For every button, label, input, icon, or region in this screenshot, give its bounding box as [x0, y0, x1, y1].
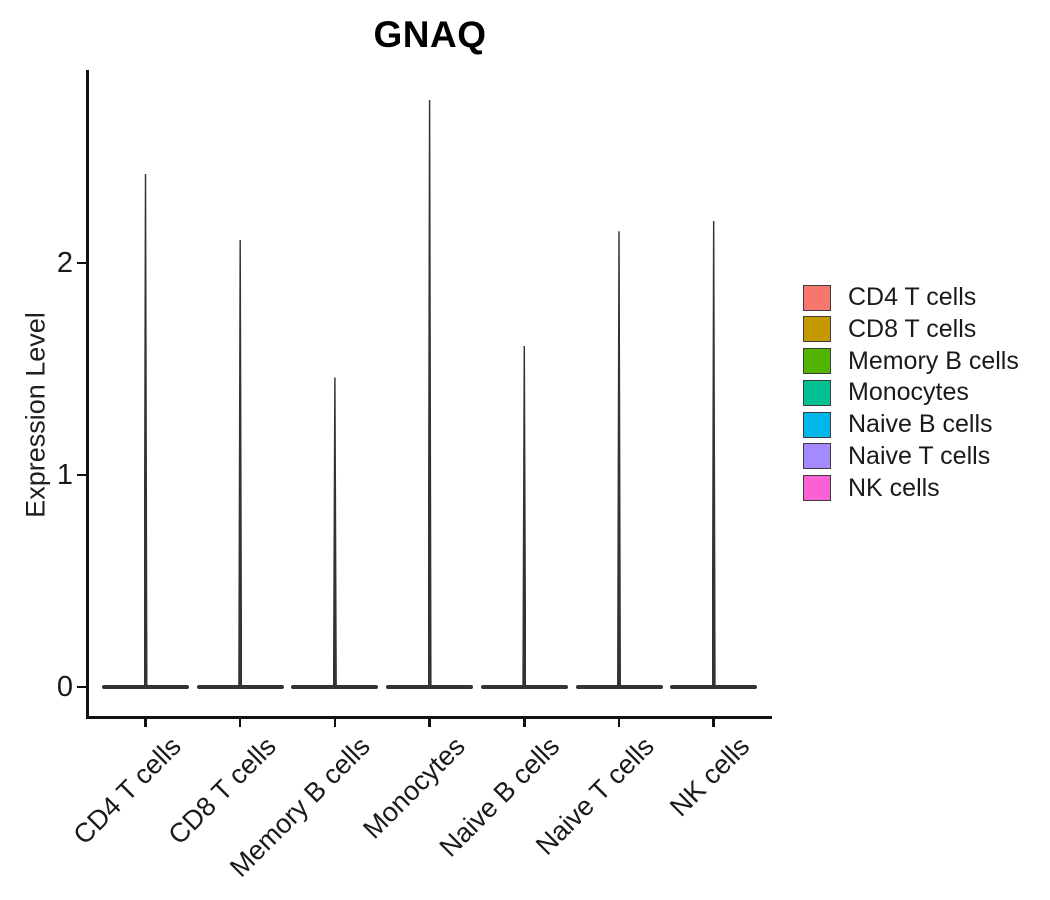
y-tick-label: 0: [56, 670, 73, 703]
y-tick-mark: [77, 473, 86, 477]
legend-swatch: [803, 284, 831, 311]
violin-spike: [143, 173, 148, 689]
y-tick-mark: [77, 261, 86, 265]
legend-entry: Naive B cells: [803, 411, 1019, 438]
x-tick-label: NK cells: [663, 731, 755, 823]
legend-label: CD4 T cells: [848, 283, 977, 311]
legend-swatch: [803, 348, 831, 375]
y-tick-label: 2: [56, 246, 73, 279]
y-tick-label: 1: [56, 458, 73, 491]
legend-label: Monocytes: [848, 378, 969, 407]
legend-swatch: [803, 411, 831, 438]
y-tick-mark: [77, 685, 86, 689]
legend-swatch: [803, 379, 831, 406]
x-tick-mark: [333, 718, 337, 727]
x-tick-mark: [238, 718, 242, 727]
x-axis-line: [86, 716, 772, 719]
x-tick-mark: [428, 718, 431, 727]
violin-spike: [617, 231, 621, 689]
x-tick-mark: [617, 718, 621, 727]
violin-spike: [522, 345, 527, 689]
legend-entry: Naive T cells: [803, 441, 1019, 470]
violin-spike: [711, 220, 716, 689]
violin-spike: [427, 99, 432, 689]
legend-entry: CD4 T cells: [803, 284, 1019, 311]
legend-label: Naive T cells: [848, 441, 991, 470]
x-tick-mark: [144, 718, 147, 727]
legend-entry: Memory B cells: [803, 346, 1019, 375]
violin-spike: [332, 377, 337, 689]
legend-entry: CD8 T cells: [803, 314, 1019, 343]
y-axis-line: [86, 70, 89, 718]
violin-spike: [238, 239, 243, 689]
legend-label: Naive B cells: [848, 410, 993, 439]
legend-swatch: [803, 316, 831, 343]
legend-swatch: [803, 443, 831, 470]
x-tick-mark: [523, 718, 526, 727]
legend-swatch: [803, 475, 831, 502]
plot-title: GNAQ: [373, 14, 487, 55]
legend-label: Memory B cells: [848, 346, 1019, 375]
legend-entry: Monocytes: [803, 379, 1019, 406]
x-tick-mark: [712, 718, 715, 727]
legend-entry: NK cells: [803, 473, 1019, 502]
legend-label: CD8 T cells: [848, 314, 977, 343]
legend-label: NK cells: [848, 473, 940, 502]
legend: CD4 T cells CD8 T cells Memory B cells Mono…: [803, 284, 1019, 502]
